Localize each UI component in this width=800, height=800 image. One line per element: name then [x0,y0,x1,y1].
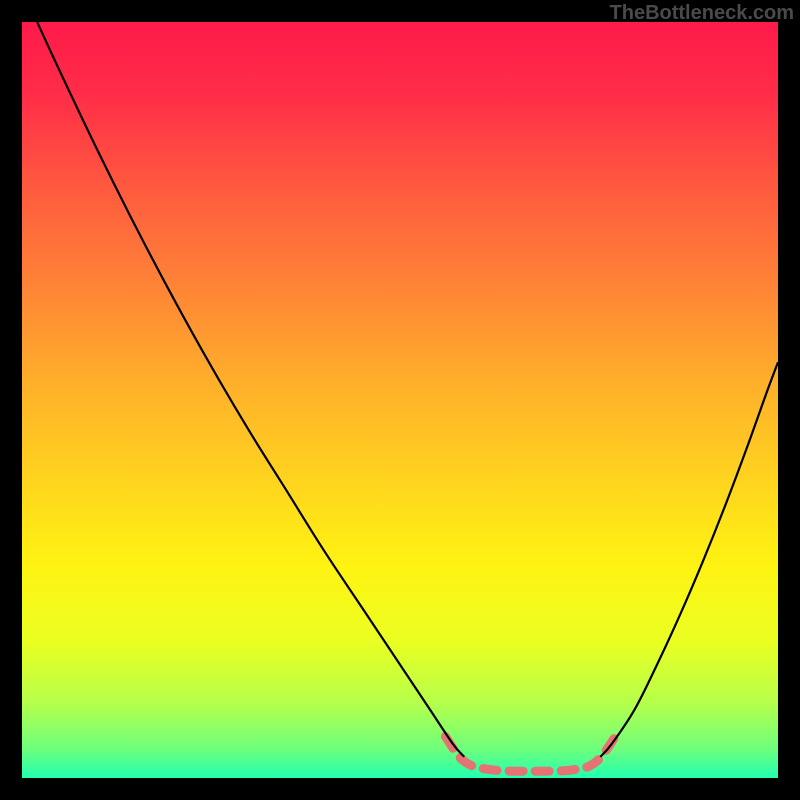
watermark-text: TheBottleneck.com [610,2,794,25]
plot-area [22,22,778,778]
right-curve [600,362,778,757]
left-curve [37,22,464,757]
chart-container: TheBottleneck.com [0,0,800,800]
curve-layer [22,22,778,778]
bottom-dashed-band [445,736,615,771]
